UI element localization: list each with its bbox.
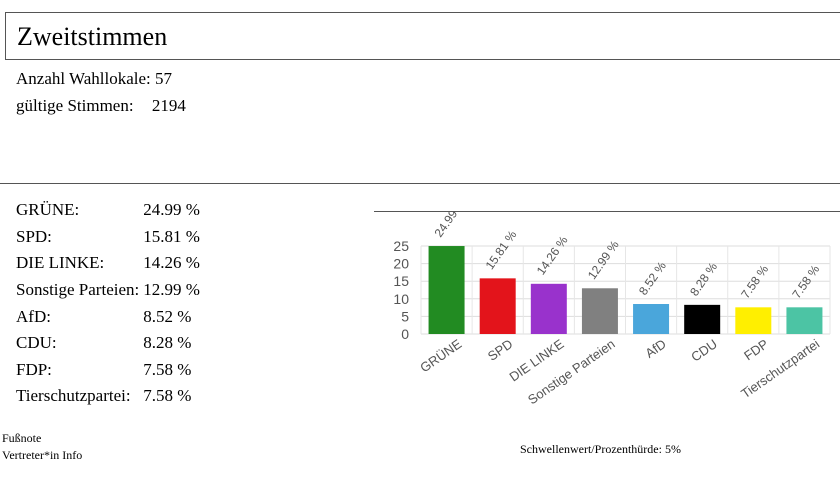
data-label: 8.28 % <box>687 260 720 299</box>
valid-votes-value: 2194 <box>151 96 186 115</box>
page-title: Zweitstimmen <box>17 22 168 51</box>
party-name: DIE LINKE: <box>16 253 105 273</box>
party-percent: 8.28 % <box>143 333 192 353</box>
valid-votes-row: gültige Stimmen: 2194 <box>16 96 186 116</box>
x-tick-label: GRÜNE <box>417 336 464 375</box>
table-row: DIE LINKE: 14.26 % <box>16 250 200 277</box>
chart-top-line <box>374 211 840 212</box>
party-name: SPD: <box>16 226 52 246</box>
party-percent: 15.81 % <box>143 226 200 246</box>
section-divider <box>0 183 840 184</box>
data-label: 24.99 % <box>432 212 469 240</box>
table-row: SPD: 15.81 % <box>16 224 200 251</box>
party-name: CDU: <box>16 333 57 353</box>
results-table: GRÜNE: 24.99 % SPD: 15.81 % DIE LINKE: 14.2… <box>16 197 200 410</box>
party-percent: 7.58 % <box>143 386 192 406</box>
party-name: AfD: <box>16 306 51 326</box>
polling-stations-label: Anzahl Wahllokale: <box>16 69 151 88</box>
table-row: GRÜNE: 24.99 % <box>16 197 200 224</box>
bar <box>530 283 567 334</box>
party-percent: 7.58 % <box>143 359 192 379</box>
x-tick-label: SPD <box>485 336 516 364</box>
y-tick-label: 15 <box>393 273 409 289</box>
party-name: Sonstige Parteien: <box>16 280 140 300</box>
data-label: 8.52 % <box>636 259 669 298</box>
x-tick-label: FDP <box>741 336 771 363</box>
y-tick-label: 20 <box>393 256 409 272</box>
y-tick-label: 10 <box>393 291 409 307</box>
threshold-note: Schwellenwert/Prozenthürde: 5% <box>520 442 681 456</box>
footnote-link[interactable]: Fußnote <box>2 431 42 445</box>
bar <box>428 246 465 334</box>
bar <box>735 307 772 334</box>
bar <box>786 307 823 334</box>
party-name: Tierschutzpartei: <box>16 386 131 406</box>
party-percent: 8.52 % <box>143 306 192 326</box>
table-row: Sonstige Parteien: 12.99 % <box>16 277 200 304</box>
bar <box>633 304 670 334</box>
table-row: FDP: 7.58 % <box>16 357 200 384</box>
x-tick-label: AfD <box>642 336 668 361</box>
table-row: Tierschutzpartei: 7.58 % <box>16 383 200 410</box>
x-tick-label: Sonstige Parteien <box>525 336 618 407</box>
bar <box>581 288 618 334</box>
table-row: AfD: 8.52 % <box>16 303 200 330</box>
representative-info-link[interactable]: Vertreter*in Info <box>2 448 83 462</box>
polling-stations-value: 57 <box>155 69 172 88</box>
polling-stations-row: Anzahl Wahllokale: 57 <box>16 69 172 89</box>
x-tick-label: CDU <box>688 336 720 364</box>
party-name: FDP: <box>16 359 52 379</box>
y-tick-label: 25 <box>393 238 409 254</box>
title-box: Zweitstimmen <box>5 12 840 60</box>
y-tick-label: 5 <box>401 308 409 324</box>
y-tick-label: 0 <box>401 326 409 342</box>
bar <box>479 278 516 334</box>
data-label: 14.26 % <box>534 233 571 277</box>
data-label: 15.81 % <box>483 228 520 272</box>
table-row: CDU: 8.28 % <box>16 330 200 357</box>
party-percent: 14.26 % <box>143 253 200 273</box>
party-percent: 12.99 % <box>143 280 200 300</box>
valid-votes-label: gültige Stimmen: <box>16 96 134 115</box>
data-label: 12.99 % <box>585 238 622 282</box>
bar <box>684 304 721 334</box>
party-name: GRÜNE: <box>16 200 80 220</box>
party-percent: 24.99 % <box>143 200 200 220</box>
